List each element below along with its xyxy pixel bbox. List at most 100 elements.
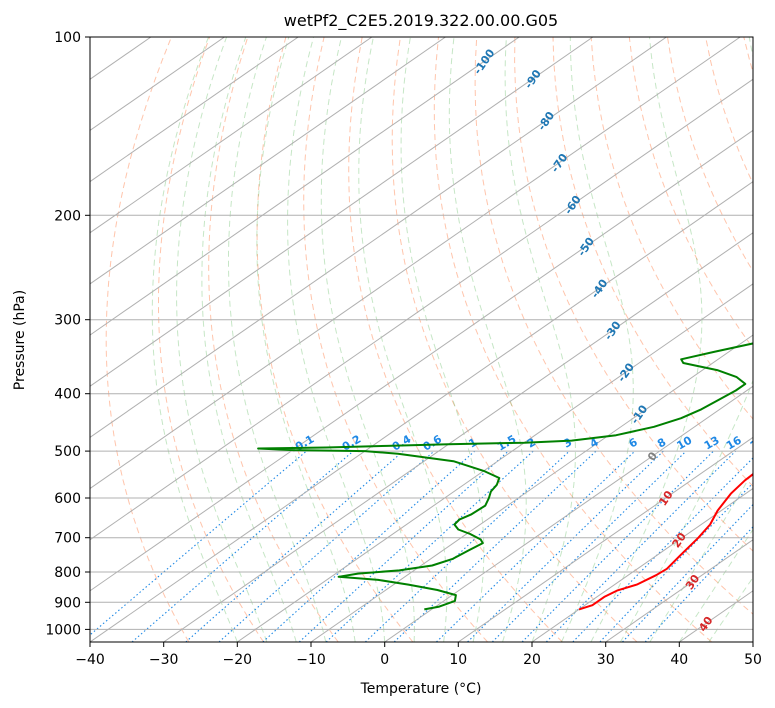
- moist-adiabat: [228, 37, 327, 642]
- isotherm-label: -40: [588, 277, 610, 301]
- dry-adiabat: [256, 37, 414, 642]
- moist-adiabat: [619, 37, 753, 642]
- moist-adiabat: [561, 37, 634, 642]
- isotherm-label: -50: [575, 235, 597, 259]
- data-series: [257, 342, 753, 611]
- isotherm-line: [90, 129, 753, 592]
- y-tick-label: 1000: [45, 622, 81, 638]
- y-tick-label: 300: [54, 313, 81, 329]
- isotherm-line: [163, 232, 753, 642]
- x-tick-label: −40: [75, 652, 105, 668]
- y-tick-label: 600: [54, 491, 81, 507]
- mixing-ratio-line: [521, 450, 714, 642]
- dewpoint-line: [257, 342, 753, 611]
- isotherm-line: [90, 37, 225, 132]
- isotherm-line: [90, 37, 667, 438]
- isotherm-line: [90, 37, 299, 183]
- moist-adiabat: [256, 37, 356, 642]
- isotherm-line: [90, 78, 753, 541]
- x-tick-label: 10: [449, 652, 467, 668]
- x-tick-label: −10: [296, 652, 326, 668]
- mixing-ratio-line: [467, 450, 664, 642]
- dry-adiabat: [474, 37, 753, 615]
- mixing-ratio-label: 0.6: [421, 432, 445, 453]
- mixing-ratio-label: 16: [724, 433, 744, 452]
- isotherm-line: [310, 334, 753, 642]
- moist-adiabat: [320, 37, 415, 642]
- y-tick-label: 100: [54, 30, 81, 46]
- isotherm-label: -60: [562, 193, 584, 217]
- moist-adiabat: [649, 470, 753, 642]
- isotherm-line: [458, 436, 753, 642]
- mixing-ratio-line: [572, 457, 753, 642]
- isotherm-line: [90, 37, 373, 234]
- moist-adiabat: [358, 37, 448, 642]
- moist-adiabat: [201, 37, 297, 642]
- dry-adiabat: [433, 37, 713, 642]
- moist-adiabat: [708, 576, 753, 642]
- dry-adiabat: [348, 37, 563, 642]
- moist-adiabat: [151, 37, 238, 642]
- background-lines: [90, 37, 753, 642]
- isotherm-line: [90, 37, 446, 285]
- x-tick-label: 30: [597, 652, 615, 668]
- x-axis-label: Temperature (°C): [360, 681, 482, 697]
- dry-adiabat: [158, 37, 264, 642]
- moist-adiabat: [678, 528, 753, 642]
- y-tick-label: 700: [54, 531, 81, 547]
- mixing-ratio-line: [393, 450, 597, 642]
- mixing-ratio-line: [599, 482, 753, 642]
- isotherm-label: 40: [696, 614, 716, 634]
- plot-frame: [89, 36, 754, 643]
- isotherm-label: -70: [548, 151, 570, 175]
- y-tick-label: 400: [54, 387, 81, 403]
- x-tick-label: −20: [223, 652, 253, 668]
- isotherm-line: [752, 641, 753, 642]
- isotherm-line: [90, 37, 741, 490]
- moist-adiabat: [176, 37, 268, 642]
- mixing-ratio-line: [218, 450, 435, 642]
- mixing-ratio-label: 3: [561, 436, 574, 451]
- y-tick-label: 500: [54, 444, 81, 460]
- dry-adiabat: [391, 37, 638, 642]
- mixing-ratio-line: [644, 526, 753, 642]
- isotherm-line: [90, 37, 594, 387]
- isotherm-label: 20: [670, 530, 690, 550]
- isotherm-label: -30: [602, 319, 624, 343]
- mixing-ratio-label: 13: [702, 434, 722, 453]
- x-tick-label: 40: [670, 652, 688, 668]
- mixing-ratio-line: [325, 450, 534, 642]
- mixing-ratio-line: [262, 450, 476, 642]
- mixing-ratio-line: [491, 450, 687, 642]
- mixing-ratio-line: [364, 450, 570, 642]
- moist-adiabat: [504, 37, 576, 642]
- x-tick-label: 0: [380, 652, 389, 668]
- y-axis-label: Pressure (hPa): [12, 290, 28, 390]
- dry-adiabat: [705, 37, 753, 185]
- moist-adiabat: [400, 37, 485, 642]
- mixing-ratio-line: [90, 450, 307, 636]
- chart-title: wetPf2_C2E5.2019.322.00.00.G05: [284, 11, 558, 31]
- grid-lines: [90, 37, 753, 642]
- mixing-ratio-line: [131, 450, 354, 642]
- isotherm-line: [90, 180, 753, 642]
- isotherm-line: [90, 37, 520, 336]
- dry-adiabat: [105, 37, 190, 642]
- isotherm-line: [605, 539, 753, 642]
- isotherm-label: -80: [535, 109, 557, 133]
- x-tick-label: −30: [149, 652, 179, 668]
- moist-adiabat: [287, 37, 386, 642]
- line-labels: 0.10.20.40.611.52346810131620253036-100-…: [293, 47, 753, 635]
- x-tick-label: 20: [523, 652, 541, 668]
- dry-adiabat: [514, 37, 753, 552]
- isotherm-line: [237, 283, 753, 642]
- dry-adiabat: [743, 37, 753, 74]
- mixing-ratio-line: [545, 450, 736, 642]
- y-tick-label: 200: [54, 208, 81, 224]
- isotherm-label: -90: [522, 67, 544, 91]
- temperature-line: [578, 472, 753, 611]
- y-tick-label: 900: [54, 595, 81, 611]
- mixing-ratio-line: [621, 503, 753, 642]
- mixing-ratio-line: [436, 450, 636, 642]
- isotherm-label: -20: [615, 360, 637, 384]
